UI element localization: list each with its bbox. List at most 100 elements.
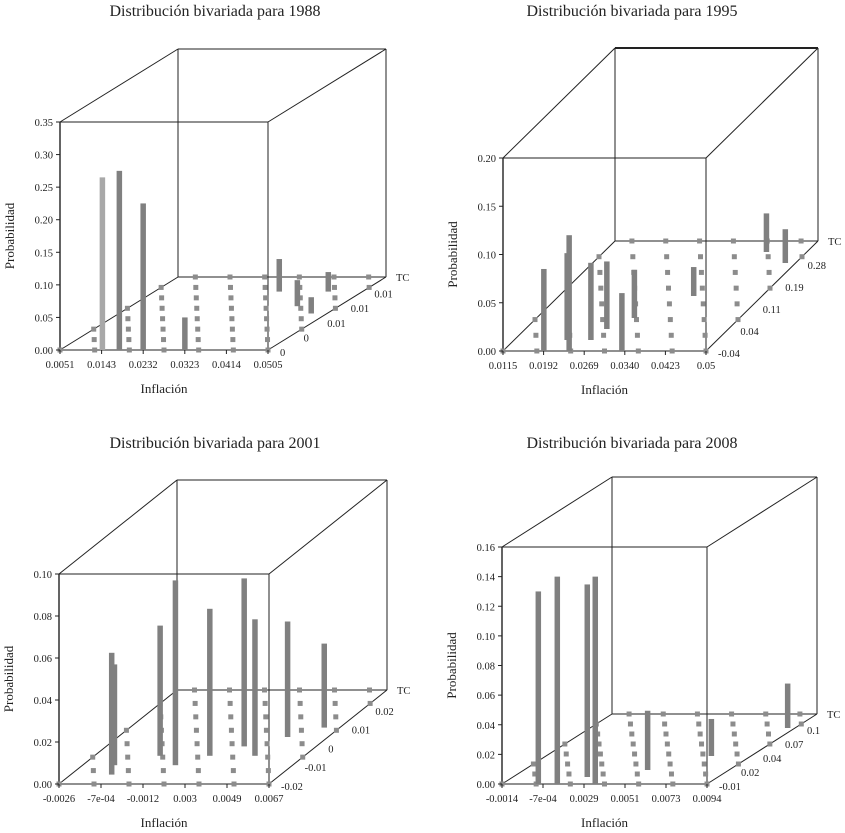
floor-marker bbox=[195, 754, 201, 760]
x-tick-label: 0.0323 bbox=[170, 360, 199, 371]
floor-marker bbox=[733, 741, 739, 747]
floor-marker bbox=[732, 269, 738, 275]
chart-title: Distribución bivariada para 1988 bbox=[109, 3, 320, 20]
floor-marker bbox=[125, 754, 131, 760]
floor-marker bbox=[698, 269, 704, 275]
floor-marker bbox=[634, 317, 639, 323]
floor-marker bbox=[160, 316, 166, 322]
chart-panel-2: Distribución bivariada para 1995 0.00 0.05… bbox=[445, 3, 841, 397]
floor-marker bbox=[735, 761, 741, 767]
floor-marker bbox=[265, 768, 271, 774]
floor-marker bbox=[263, 714, 269, 720]
x-tick-label: 0.0049 bbox=[213, 794, 242, 805]
floor-marker bbox=[630, 254, 636, 260]
y-tick-label: 0.02 bbox=[477, 750, 495, 761]
floor-marker bbox=[298, 714, 304, 720]
y-axis-label: Probabilidad bbox=[445, 221, 460, 288]
floor-marker bbox=[799, 254, 805, 260]
bar-1 bbox=[541, 268, 547, 351]
frame-edge bbox=[267, 48, 387, 123]
floor-marker bbox=[228, 305, 234, 311]
floor-marker bbox=[533, 332, 539, 338]
z-tick-label: 0.04 bbox=[763, 754, 782, 765]
bar-1 bbox=[99, 177, 106, 350]
floor-marker bbox=[161, 337, 167, 343]
floor-marker bbox=[734, 751, 740, 757]
floor-marker bbox=[227, 687, 232, 693]
floor-marker bbox=[230, 754, 236, 760]
bar-8 bbox=[284, 621, 291, 737]
floor-marker bbox=[731, 731, 737, 737]
bar-1 bbox=[535, 591, 542, 784]
bar-3 bbox=[584, 584, 591, 777]
floor-marker bbox=[92, 347, 98, 353]
floor-marker bbox=[767, 741, 773, 747]
floor-marker bbox=[696, 721, 702, 727]
floor-marker bbox=[297, 687, 302, 693]
floor-marker bbox=[730, 721, 736, 727]
floor-marker bbox=[227, 284, 233, 290]
floor-marker bbox=[666, 301, 672, 307]
x-tick-label: 0.0115 bbox=[489, 361, 518, 372]
chart-title: Distribución bivariada para 1995 bbox=[526, 3, 737, 20]
frame-edge bbox=[59, 48, 179, 123]
bar-1 bbox=[111, 664, 118, 766]
floor-marker bbox=[228, 295, 234, 301]
floor-marker bbox=[633, 761, 639, 767]
floor-marker bbox=[697, 238, 703, 244]
bar-9 bbox=[763, 213, 770, 252]
floor-marker bbox=[599, 301, 605, 307]
floor-marker bbox=[193, 727, 199, 733]
y-tick-label: 0.16 bbox=[477, 543, 495, 554]
floor-marker bbox=[601, 332, 607, 338]
floor-marker bbox=[629, 731, 635, 737]
bars bbox=[541, 213, 789, 351]
z-tick-label: 0.01 bbox=[351, 304, 369, 315]
bar-9 bbox=[321, 643, 327, 728]
floor-marker bbox=[367, 687, 372, 693]
bars bbox=[99, 170, 332, 350]
floor-marker bbox=[700, 301, 706, 307]
floor-marker bbox=[698, 254, 703, 260]
x-tick-label: 0.0414 bbox=[212, 360, 242, 371]
floor-marker bbox=[160, 754, 166, 760]
x-tick-label: -7e-04 bbox=[529, 794, 557, 805]
y-tick-label: 0.20 bbox=[35, 216, 53, 227]
y-tick-label: 0.05 bbox=[478, 299, 496, 310]
floor-marker bbox=[798, 238, 804, 244]
floor-marker bbox=[366, 284, 372, 290]
y-tick-label: 0.10 bbox=[478, 251, 496, 262]
x-axis-label: Inflación bbox=[581, 382, 628, 397]
frame-edge bbox=[58, 479, 178, 575]
floor-marker bbox=[596, 741, 602, 747]
bar-8 bbox=[690, 267, 697, 296]
x-tick-label: 0.05 bbox=[697, 361, 715, 372]
bar-6 bbox=[631, 269, 638, 318]
floor-marker bbox=[660, 711, 666, 717]
z-tick-label: -0.04 bbox=[718, 349, 741, 360]
floor-marker bbox=[192, 274, 198, 280]
floor-marker bbox=[565, 761, 571, 767]
floor-marker bbox=[264, 741, 270, 747]
x-tick-label: -0.0014 bbox=[486, 794, 519, 805]
y-tick-label: 0.08 bbox=[34, 612, 52, 623]
floor-marker bbox=[532, 771, 538, 777]
floor-marker bbox=[159, 305, 165, 311]
x-tick-label: 0.0505 bbox=[254, 360, 283, 371]
y-tick-label: 0.00 bbox=[34, 780, 52, 791]
floor-marker bbox=[764, 721, 770, 727]
x-tick-label: 0.0029 bbox=[570, 794, 599, 805]
z-tick-label: 0 bbox=[304, 333, 309, 344]
floor-marker bbox=[666, 751, 672, 757]
chart-panel-4: Distribución bivariada para 2008 0.00 0.02… bbox=[444, 435, 840, 830]
floor-marker bbox=[634, 332, 640, 338]
floor-marker bbox=[701, 317, 707, 323]
floor-marker bbox=[763, 711, 769, 717]
floor-marker bbox=[125, 768, 131, 774]
x-tick-label: 0.0073 bbox=[652, 794, 681, 805]
floor-marker bbox=[262, 274, 268, 280]
floor-marker bbox=[196, 781, 202, 787]
floor-marker bbox=[703, 771, 709, 777]
x-tick-label: 0.0067 bbox=[255, 794, 284, 805]
floor-marker bbox=[697, 731, 703, 737]
